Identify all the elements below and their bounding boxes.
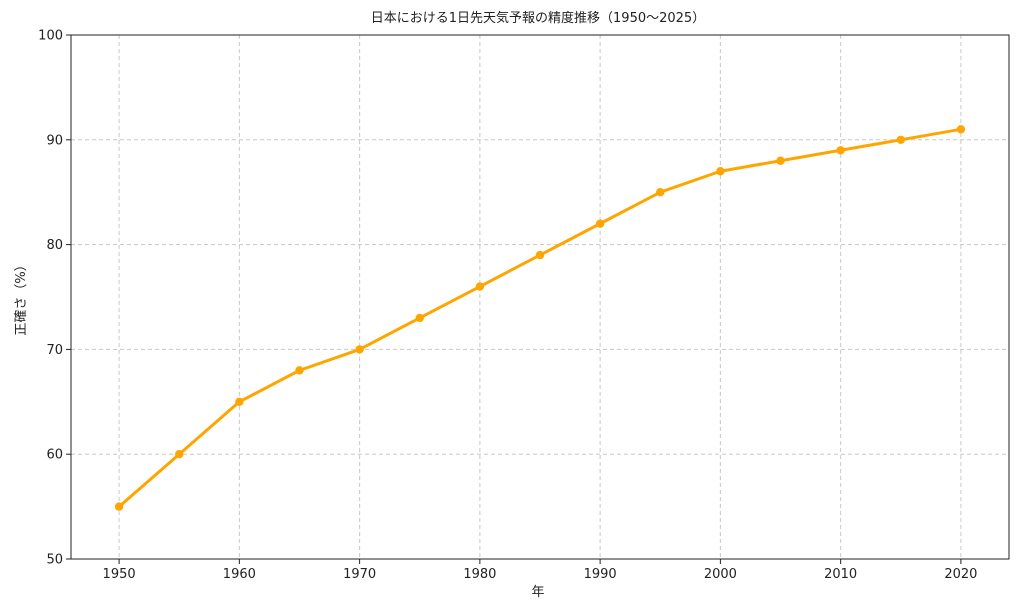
plot-border (70, 34, 1010, 560)
y-tick-label: 80 (46, 238, 63, 253)
x-tick-label: 1990 (584, 567, 617, 582)
data-point (415, 313, 424, 323)
data-point (175, 450, 184, 459)
y-tick-label: 100 (38, 29, 63, 44)
x-tick-label: 1980 (463, 567, 496, 582)
x-tick-label: 1960 (223, 567, 256, 582)
data-point (896, 135, 905, 144)
x-tick-label: 1950 (103, 567, 136, 582)
x-tick-label: 2010 (824, 567, 857, 582)
x-tick-label: 2020 (944, 567, 977, 582)
series-line (117, 127, 963, 509)
plot-frame (70, 34, 1010, 560)
data-point (776, 156, 785, 165)
data-point (836, 146, 845, 155)
y-ticks: 50 60 70 80 90 100 (38, 29, 71, 568)
y-tick-label: 90 (46, 133, 63, 148)
data-point (535, 250, 545, 260)
data-point (475, 282, 485, 291)
x-tick-label: 1970 (343, 567, 376, 582)
x-tick-label: 2000 (704, 567, 737, 582)
data-point (956, 125, 966, 134)
data-point (595, 219, 605, 228)
y-axis-title: 正確さ（%） (13, 258, 29, 335)
y-tick-label: 60 (46, 448, 63, 463)
grid-lines (71, 34, 1009, 560)
data-point (235, 397, 244, 406)
data-point (114, 502, 124, 511)
y-tick-label: 50 (46, 553, 63, 568)
data-point (716, 167, 725, 176)
chart-title: 日本における1日先天気予報の精度推移（1950～2025） (371, 10, 705, 26)
x-axis-title: 年 (531, 585, 544, 600)
x-ticks: 1950 1960 1970 1980 1990 2000 2010 2020 (103, 559, 977, 582)
y-tick-label: 70 (46, 343, 63, 358)
data-point (355, 345, 364, 354)
data-point (656, 188, 665, 197)
data-point (295, 366, 304, 375)
data-series (114, 125, 966, 511)
